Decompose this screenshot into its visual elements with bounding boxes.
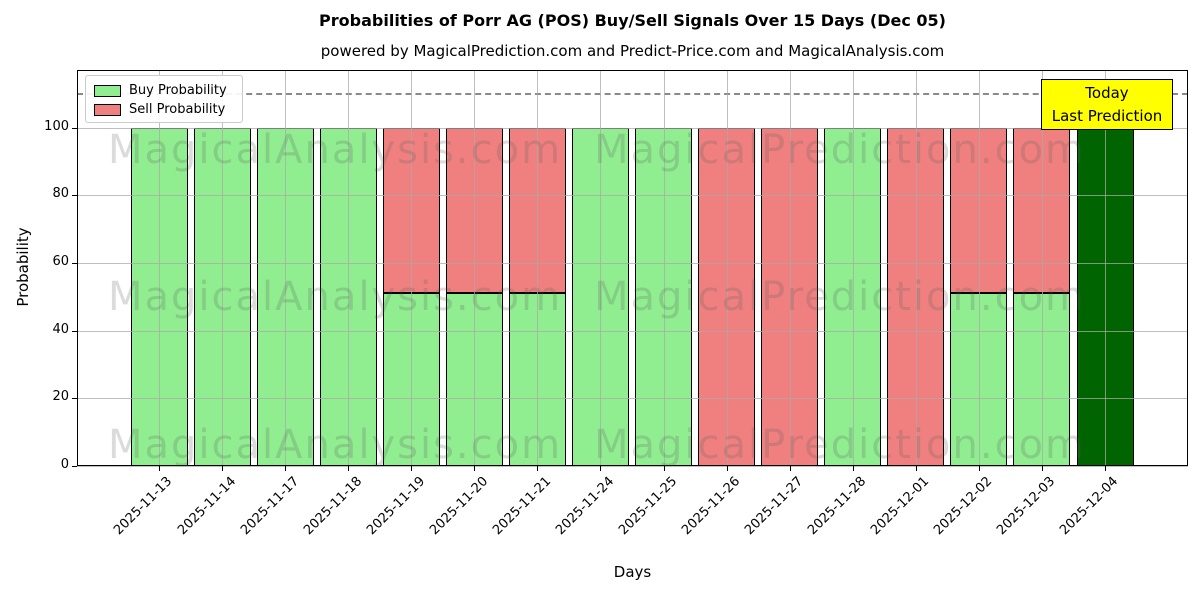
chart-subtitle: powered by MagicalPrediction.com and Pre… xyxy=(320,42,945,60)
y-tick-mark xyxy=(72,398,77,400)
y-tick-mark xyxy=(72,262,77,264)
gridline-vertical xyxy=(222,70,224,466)
x-tick-mark xyxy=(474,466,476,471)
today-label-line2: Last Prediction xyxy=(1051,106,1163,125)
gridline-vertical xyxy=(726,70,728,466)
x-tick-label: 2025-11-27 xyxy=(742,474,807,539)
watermark-text: MagicalAnalysis.com xyxy=(107,422,563,468)
x-tick-mark xyxy=(600,466,602,471)
watermark-text: MagicalPrediction.com xyxy=(594,422,1086,468)
watermark-text: MagicalPrediction.com xyxy=(594,127,1086,173)
x-tick-mark xyxy=(537,466,539,471)
legend-label-buy: Buy Probability xyxy=(129,83,227,98)
x-tick-mark xyxy=(978,466,980,471)
x-tick-label: 2025-11-28 xyxy=(805,474,870,539)
y-tick-label: 40 xyxy=(52,321,69,337)
y-tick-label: 100 xyxy=(44,118,69,134)
x-tick-mark xyxy=(285,466,287,471)
x-tick-label: 2025-11-19 xyxy=(363,474,428,539)
gridline-horizontal xyxy=(77,466,1188,467)
x-tick-mark xyxy=(789,466,791,471)
x-tick-label: 2025-12-02 xyxy=(931,474,996,539)
x-tick-label: 2025-11-18 xyxy=(300,474,365,539)
x-tick-mark xyxy=(348,466,350,471)
chart-title: Probabilities of Porr AG (POS) Buy/Sell … xyxy=(319,11,946,30)
gridline-vertical xyxy=(915,70,917,466)
legend-entry-buy: Buy Probability xyxy=(94,81,234,100)
x-tick-mark xyxy=(663,466,665,471)
y-tick-label: 60 xyxy=(52,253,69,269)
gridline-vertical xyxy=(159,70,160,466)
legend-swatch-sell-icon xyxy=(94,103,121,116)
watermark-text: MagicalAnalysis.com xyxy=(107,274,563,320)
x-tick-label: 2025-12-04 xyxy=(1057,474,1122,539)
legend-entry-sell: Sell Probability xyxy=(94,100,234,119)
gridline-vertical xyxy=(852,70,854,466)
today-label-box: Today Last Prediction xyxy=(1041,79,1173,130)
x-tick-label: 2025-11-25 xyxy=(616,474,681,539)
x-tick-label: 2025-12-03 xyxy=(994,474,1059,539)
watermark-text: MagicalAnalysis.com xyxy=(107,127,563,173)
gridline-vertical xyxy=(663,70,665,466)
gridline-vertical xyxy=(474,70,476,466)
x-tick-mark xyxy=(222,466,224,471)
legend-swatch-buy-icon xyxy=(94,84,121,97)
x-tick-label: 2025-11-17 xyxy=(237,474,302,539)
y-tick-mark xyxy=(72,127,77,129)
y-tick-label: 20 xyxy=(52,389,69,405)
watermark-text: MagicalPrediction.com xyxy=(594,274,1086,320)
x-tick-mark xyxy=(915,466,917,471)
x-tick-label: 2025-11-14 xyxy=(174,474,239,539)
x-tick-label: 2025-11-26 xyxy=(679,474,744,539)
legend-label-sell: Sell Probability xyxy=(129,102,226,117)
x-tick-label: 2025-11-24 xyxy=(553,474,618,539)
x-tick-mark xyxy=(726,466,728,471)
gridline-vertical xyxy=(411,70,413,466)
gridline-vertical xyxy=(348,70,350,466)
gridline-horizontal xyxy=(77,262,1188,264)
gridline-vertical xyxy=(600,70,602,466)
gridline-horizontal xyxy=(77,330,1188,332)
x-tick-label: 2025-11-21 xyxy=(489,474,555,539)
x-tick-mark xyxy=(1041,466,1043,471)
x-tick-label: 2025-11-20 xyxy=(426,474,491,539)
x-tick-label: 2025-11-13 xyxy=(111,474,176,539)
x-tick-label: 2025-12-01 xyxy=(868,474,933,539)
gridline-vertical xyxy=(1041,70,1043,466)
gridline-horizontal xyxy=(77,195,1188,197)
y-tick-label: 0 xyxy=(60,457,69,472)
gridline-vertical xyxy=(789,70,791,466)
today-label-line1: Today xyxy=(1085,83,1129,102)
gridline-vertical xyxy=(537,70,539,466)
y-tick-mark xyxy=(72,466,77,467)
x-tick-mark xyxy=(852,466,854,471)
gridline-vertical xyxy=(1105,70,1106,466)
x-tick-mark xyxy=(1105,466,1106,471)
guide-dashed-line xyxy=(77,92,1188,95)
gridline-vertical xyxy=(285,70,287,466)
gridline-horizontal xyxy=(77,398,1188,400)
y-tick-mark xyxy=(72,195,77,197)
legend: Buy Probability Sell Probability xyxy=(85,75,243,123)
y-tick-mark xyxy=(72,330,77,332)
x-axis-title: Days xyxy=(613,563,652,581)
y-tick-label: 80 xyxy=(52,186,69,202)
gridline-horizontal xyxy=(77,127,1188,129)
x-tick-mark xyxy=(411,466,413,471)
gridline-vertical xyxy=(978,70,980,466)
x-tick-mark xyxy=(159,466,160,471)
